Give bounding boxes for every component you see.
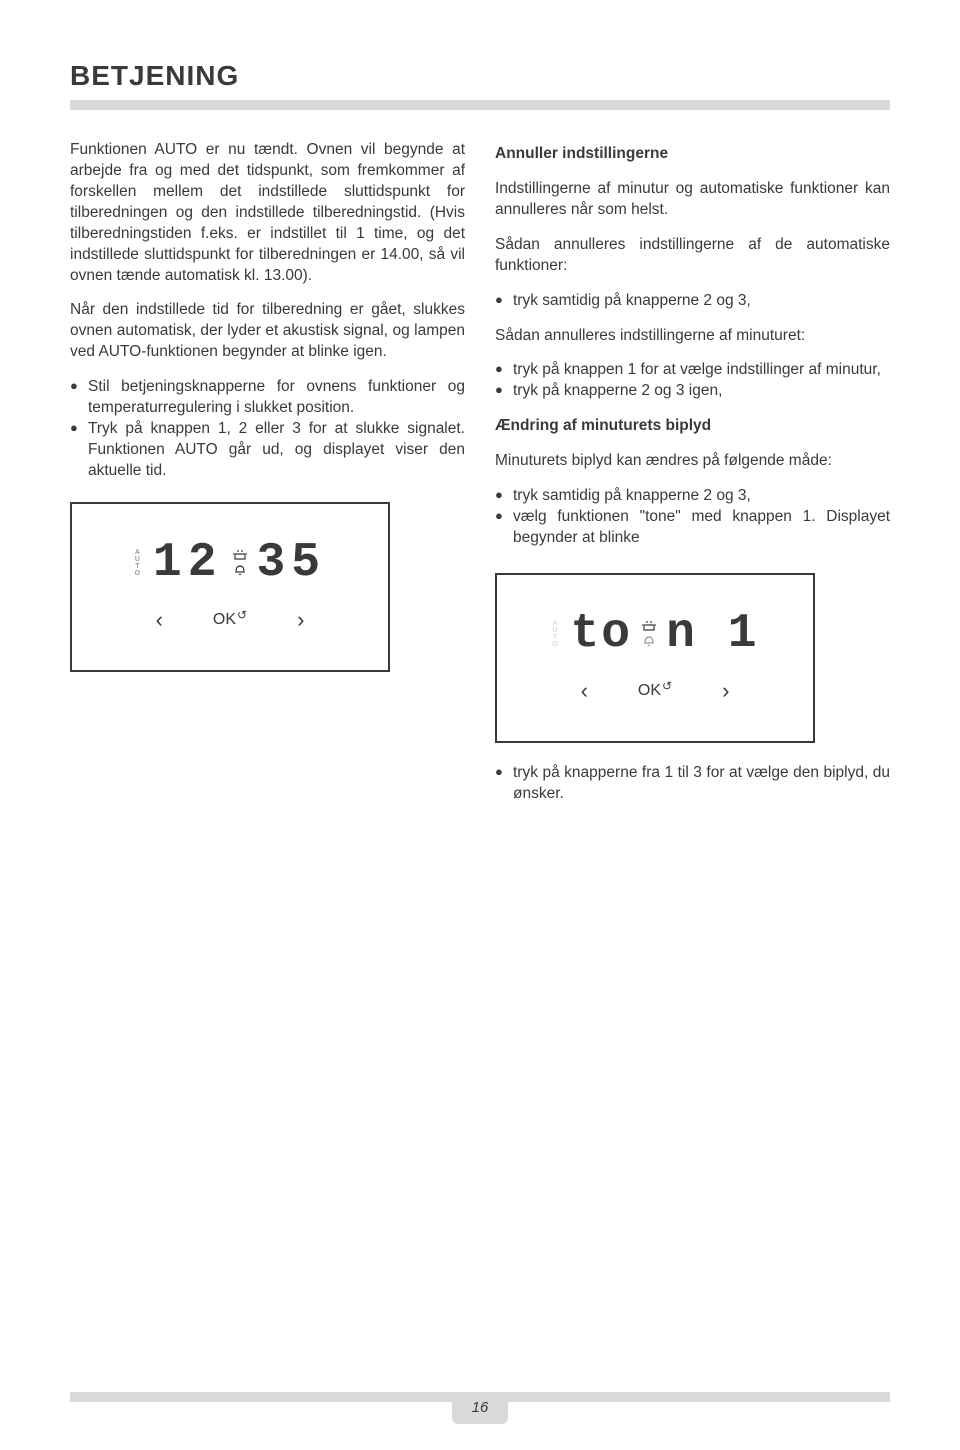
ok-button-label: OK↺ [213, 609, 247, 631]
display-buttons: ‹ OK↺ › [581, 676, 730, 706]
bullet-list: Stil betjeningsknapperne for ovnens funk… [70, 377, 465, 482]
chevron-left-icon: ‹ [156, 605, 163, 635]
colon-icons [642, 621, 656, 647]
oven-display-2: AUTO to n 1 ‹ OK↺ › [495, 573, 815, 743]
digits-right: 35 [257, 539, 327, 587]
list-item: tryk på knapperne fra 1 til 3 for at væl… [495, 763, 890, 805]
page-title: BETJENING [70, 60, 890, 92]
left-column: Funktionen AUTO er nu tændt. Ovnen vil b… [70, 140, 465, 819]
list-item: tryk samtidig på knapperne 2 og 3, [495, 291, 890, 312]
bullet-list: tryk på knappen 1 for at vælge indstilli… [495, 360, 890, 402]
list-item: Tryk på knappen 1, 2 eller 3 for at sluk… [70, 419, 465, 482]
chevron-right-icon: › [297, 605, 304, 635]
bell-icon [642, 635, 656, 647]
list-item: Stil betjeningsknapperne for ovnens funk… [70, 377, 465, 419]
paragraph: Funktionen AUTO er nu tændt. Ovnen vil b… [70, 140, 465, 286]
colon-icons [233, 550, 247, 576]
auto-indicator: AUTO [134, 549, 141, 577]
oven-display-1: AUTO 12 35 ‹ OK↺ › [70, 502, 390, 672]
paragraph: Indstillingerne af minutur og automatisk… [495, 179, 890, 221]
ok-button-label: OK↺ [638, 680, 672, 702]
chevron-left-icon: ‹ [581, 676, 588, 706]
digits-right: n 1 [666, 610, 758, 658]
page-number: 16 [452, 1395, 509, 1424]
list-item: vælg funktionen "tone" med knappen 1. Di… [495, 507, 890, 549]
list-item: tryk på knappen 1 for at vælge indstilli… [495, 360, 890, 381]
paragraph: Minuturets biplyd kan ændres på følgende… [495, 451, 890, 472]
content-columns: Funktionen AUTO er nu tændt. Ovnen vil b… [70, 140, 890, 819]
chevron-right-icon: › [722, 676, 729, 706]
title-divider-bar [70, 100, 890, 110]
pot-icon [233, 550, 247, 560]
paragraph: Når den indstillede tid for tilberedning… [70, 300, 465, 363]
digits-left: 12 [153, 539, 223, 587]
right-column: Annuller indstillingerne Indstillingerne… [495, 140, 890, 819]
auto-indicator: AUTO [551, 620, 558, 648]
bullet-list: tryk på knapperne fra 1 til 3 for at væl… [495, 763, 890, 805]
list-item: tryk på knapperne 2 og 3 igen, [495, 381, 890, 402]
paragraph: Sådan annulleres indstillingerne af de a… [495, 235, 890, 277]
bullet-list: tryk samtidig på knapperne 2 og 3, [495, 291, 890, 312]
display-buttons: ‹ OK↺ › [156, 605, 305, 635]
paragraph: Sådan annulleres indstillingerne af minu… [495, 326, 890, 347]
list-item: tryk samtidig på knapperne 2 og 3, [495, 486, 890, 507]
display-readout: AUTO 12 35 [134, 539, 326, 587]
bell-icon [233, 564, 247, 576]
pot-icon [642, 621, 656, 631]
section-heading: Annuller indstillingerne [495, 144, 890, 165]
section-heading: Ændring af minuturets biplyd [495, 416, 890, 437]
page-number-wrap: 16 [0, 1399, 960, 1424]
display-readout: AUTO to n 1 [551, 610, 758, 658]
digits-left: to [570, 610, 632, 658]
bullet-list: tryk samtidig på knapperne 2 og 3, vælg … [495, 486, 890, 549]
